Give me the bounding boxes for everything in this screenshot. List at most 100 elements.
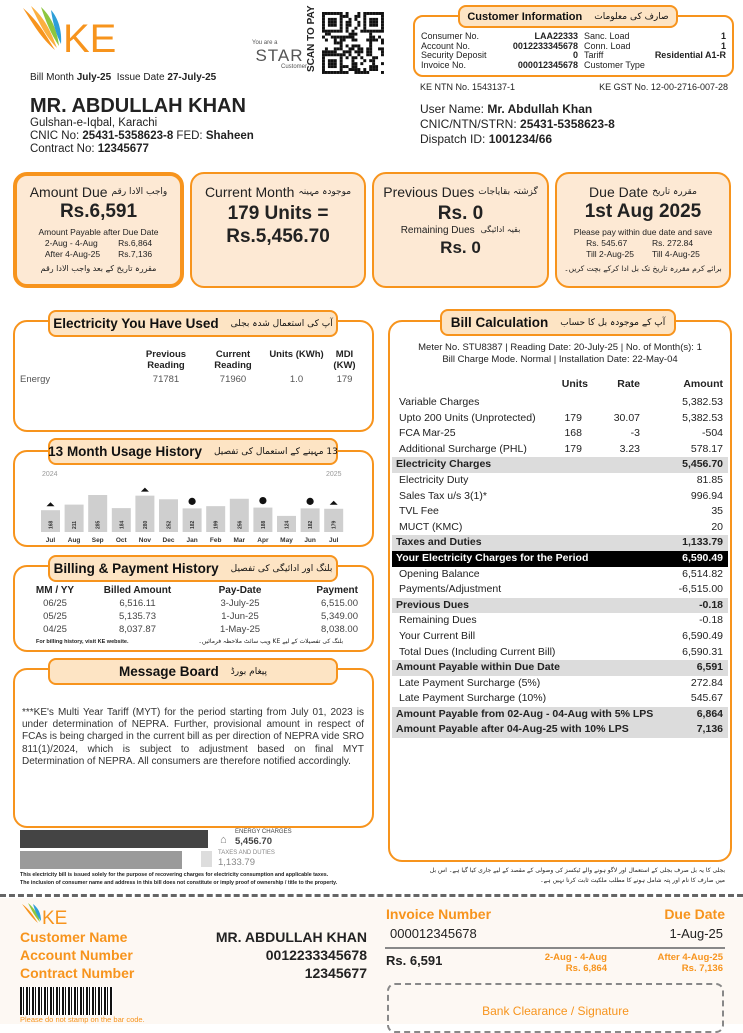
qr-module — [366, 12, 370, 15]
qr-module — [348, 20, 352, 24]
cut-line — [0, 894, 743, 897]
qr-module — [360, 47, 364, 51]
info-label: Sanc. Load — [584, 31, 630, 41]
qr-module — [336, 47, 340, 51]
electricity-used-box — [13, 320, 374, 432]
billing-history-header-row: MM / YY Billed Amount Pay-Date Payment — [20, 584, 370, 597]
stub-ke-logo: KE — [20, 902, 80, 931]
year-start-label: 2024 — [42, 471, 58, 478]
bill-calc-amount: 6,591 — [696, 661, 723, 674]
column-header: Pay-Date — [218, 585, 262, 596]
qr-module — [333, 35, 337, 39]
bill-calc-row: Amount Payable within Due Date 6,591 — [392, 660, 728, 676]
qr-module — [354, 38, 358, 42]
dot-marker-icon — [306, 497, 314, 505]
bill-calc-amount: -0.18 — [699, 598, 723, 611]
qr-module — [360, 56, 364, 60]
qr-module — [330, 29, 334, 33]
customer-info-row: Conn. Load 1 — [584, 41, 726, 52]
qr-module — [322, 14, 325, 18]
issue-date: 27-July-25 — [167, 72, 217, 83]
qr-module — [327, 32, 331, 36]
table-row: 06/25 6,516.11 3-July-25 6,515.00 — [20, 597, 370, 610]
star-word: STAR — [255, 46, 304, 65]
qr-module — [330, 50, 334, 54]
qr-module — [351, 47, 355, 51]
qr-module — [324, 71, 328, 74]
barcode[interactable] — [20, 987, 113, 1015]
qr-module — [381, 14, 384, 18]
qr-module — [369, 23, 373, 27]
bill-calc-amount: 545.67 — [690, 692, 723, 705]
bill-calc-row: Opening Balance 6,514.82 — [392, 567, 728, 583]
info-label: Consumer No. — [421, 31, 480, 41]
customer-info-row: Tariff Residential A1-R — [584, 50, 726, 61]
table-cell: 05/25 — [43, 611, 67, 622]
qr-module — [339, 59, 343, 63]
qr-module — [378, 47, 381, 51]
qr-module — [366, 53, 370, 57]
svg-text:KE: KE — [42, 908, 67, 926]
qr-module — [339, 41, 343, 45]
due-value: 1-Aug-25 — [669, 926, 723, 941]
usage-bar-value: 211 — [72, 521, 78, 529]
qr-code[interactable] — [322, 12, 384, 74]
qr-module — [363, 20, 367, 24]
qr-module — [339, 68, 343, 71]
qr-module — [339, 65, 343, 69]
qr-module — [333, 17, 337, 21]
qr-module — [381, 20, 384, 24]
qr-module — [381, 26, 384, 30]
qr-module — [345, 50, 349, 54]
qr-module — [345, 20, 349, 24]
qr-module — [330, 20, 334, 24]
qr-module — [375, 68, 379, 71]
qr-module — [357, 20, 361, 24]
qr-module — [322, 53, 325, 57]
energy-charges-summary: ENERGY CHARGES 5,456.70 — [235, 829, 292, 847]
qr-module — [375, 23, 379, 27]
info-label: Security Deposit — [421, 50, 487, 60]
disclaimer: This electricity bill is issued solely f… — [20, 872, 338, 886]
qr-module — [339, 29, 343, 33]
qr-module — [336, 35, 340, 39]
qr-module — [342, 14, 346, 18]
qr-module — [378, 35, 381, 39]
qr-module — [381, 41, 384, 45]
qr-module — [351, 35, 355, 39]
qr-module — [363, 68, 367, 71]
qr-module — [372, 12, 376, 15]
qr-module — [324, 50, 328, 54]
qr-module — [322, 59, 325, 63]
qr-module — [339, 23, 343, 27]
qr-module — [339, 35, 343, 39]
qr-module — [369, 41, 373, 45]
bill-calc-row: Electricity Charges 5,456.70 — [392, 457, 728, 473]
after-due-label: Amount Payable after Due Date — [38, 227, 159, 237]
qr-module — [372, 38, 376, 42]
qr-module — [336, 29, 340, 33]
qr-module — [363, 23, 367, 27]
dispatch-id: Dispatch ID: 1001234/66 — [420, 132, 553, 146]
remaining-dues-label-row: Remaining Dues بقیہ ادائیگی — [400, 225, 521, 236]
bill-calc-label: Electricity Duty — [399, 473, 469, 486]
table-cell: 1-Jun-25 — [221, 611, 259, 622]
column-header: Billed Amount — [103, 585, 172, 596]
qr-module — [327, 71, 331, 74]
month-label: Aug — [68, 537, 81, 544]
bill-calc-amount: 996.94 — [690, 489, 723, 502]
qr-module — [372, 56, 376, 60]
qr-module — [322, 26, 325, 30]
qr-module — [360, 50, 364, 54]
info-value: Residential A1-R — [654, 50, 726, 60]
electricity-used-table: Previous Reading Current Reading Units (KW… — [20, 349, 365, 385]
taxes-bar — [20, 851, 182, 869]
qr-module — [381, 62, 384, 66]
qr-module — [333, 71, 337, 74]
invoice-label: Invoice Number — [386, 906, 492, 922]
bill-calc-label: Taxes and Duties — [396, 536, 482, 549]
bill-calc-headers: Units Rate Amount — [392, 377, 728, 393]
month-label: Nov — [139, 537, 152, 544]
qr-module — [366, 50, 370, 54]
bill-calc-label: Your Current Bill — [399, 629, 476, 642]
